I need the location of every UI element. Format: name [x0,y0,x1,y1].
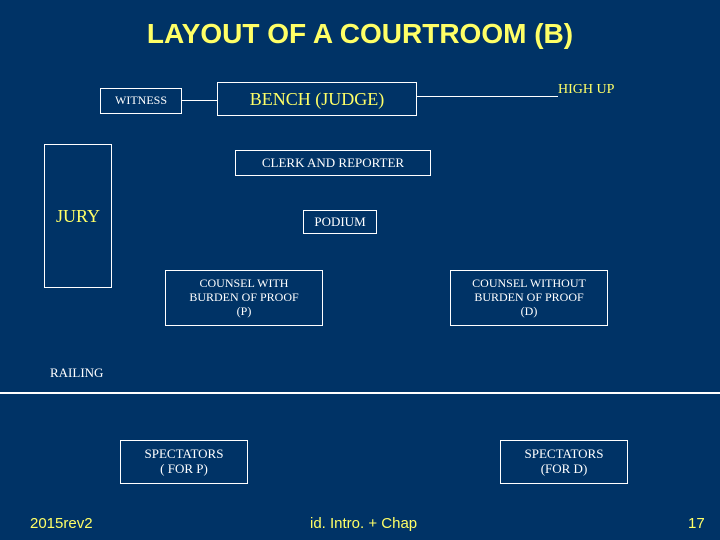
box-podium: PODIUM [303,210,377,234]
footer-left: 2015rev2 [30,515,93,532]
box-witness-label: WITNESS [115,94,167,108]
box-counsel-d: COUNSEL WITHOUTBURDEN OF PROOF(D) [450,270,608,326]
box-podium-label: PODIUM [314,215,365,230]
box-spectators-p: SPECTATORS( FOR P) [120,440,248,484]
connector-bench-highup [417,96,558,97]
box-bench-label: BENCH (JUDGE) [250,89,385,110]
page-title: LAYOUT OF A COURTROOM (B) [0,18,720,50]
box-counsel-d-label: COUNSEL WITHOUTBURDEN OF PROOF(D) [472,277,586,318]
box-jury: JURY [44,144,112,288]
label-high-up: HIGH UP [558,82,614,98]
box-counsel-p: COUNSEL WITHBURDEN OF PROOF(P) [165,270,323,326]
footer-center: id. Intro. + Chap [310,515,417,532]
box-spectators-p-label: SPECTATORS( FOR P) [145,447,224,477]
box-witness: WITNESS [100,88,182,114]
box-jury-label: JURY [56,206,100,227]
footer-right: 17 [688,515,705,532]
box-counsel-p-label: COUNSEL WITHBURDEN OF PROOF(P) [189,277,298,318]
box-spectators-d-label: SPECTATORS(FOR D) [525,447,604,477]
box-spectators-d: SPECTATORS(FOR D) [500,440,628,484]
slide: LAYOUT OF A COURTROOM (B) WITNESS BENCH … [0,0,720,540]
box-bench: BENCH (JUDGE) [217,82,417,116]
box-clerk-label: CLERK AND REPORTER [262,156,404,171]
railing-line [0,392,720,394]
label-railing: RAILING [50,366,103,381]
box-clerk: CLERK AND REPORTER [235,150,431,176]
connector-witness-bench [182,100,217,101]
